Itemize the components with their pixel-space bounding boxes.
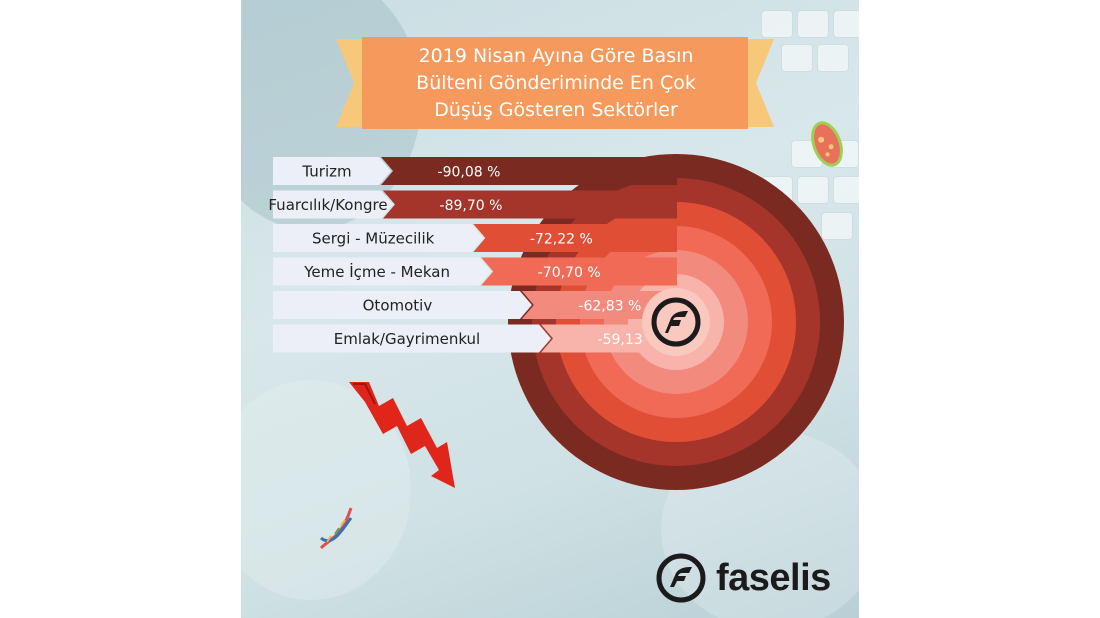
category-label: Fuarcılık/Kongre xyxy=(268,196,387,214)
banner-body xyxy=(362,37,748,129)
value-label: -89,70 % xyxy=(440,198,503,214)
value-label: -90,08 % xyxy=(438,165,501,181)
value-label: -62,83 % xyxy=(578,299,641,315)
category-label: Emlak/Gayrimenkul xyxy=(334,330,480,348)
value-label: -70,70 % xyxy=(538,265,601,281)
faselis-logo-icon xyxy=(656,553,706,603)
bacteria-icon xyxy=(811,121,843,167)
category-label: Turizm xyxy=(301,163,351,181)
title-line: Düşüş Gösteren Sektörler xyxy=(434,98,678,121)
bar xyxy=(541,324,677,353)
bar xyxy=(473,224,677,252)
title-line: Bülteni Gönderiminde En Çok xyxy=(416,71,696,94)
brand-name: faselis xyxy=(716,556,831,599)
bar xyxy=(481,257,677,286)
brand-logo: faselis xyxy=(656,550,841,606)
title-banner xyxy=(336,37,774,129)
category-label: Otomotiv xyxy=(363,297,433,315)
chart-area: Turizm -90,08 % Fuarcılık/Kongre -89,70 % Se… xyxy=(268,121,844,550)
infographic-poster: 2019 Nisan Ayına Göre Basın Bülteni Gönd… xyxy=(241,0,859,618)
category-label-tag xyxy=(273,157,391,185)
category-label-tag xyxy=(273,257,492,286)
bar xyxy=(382,190,677,219)
category-label: Sergi - Müzecilik xyxy=(312,230,435,248)
center-logo-icon xyxy=(642,288,710,356)
category-label-tag xyxy=(273,224,484,252)
bar-group: Turizm -90,08 % Fuarcılık/Kongre -89,70 % Se… xyxy=(268,157,677,353)
value-label: -72,22 % xyxy=(530,232,593,248)
title-line: 2019 Nisan Ayına Göre Basın xyxy=(418,44,694,67)
bar xyxy=(381,157,677,185)
chart-title: 2019 Nisan Ayına Göre Basın Bülteni Gönd… xyxy=(361,38,751,128)
down-arrow-icon xyxy=(349,382,455,488)
category-label: Yeme İçme - Mekan xyxy=(303,262,450,281)
category-label-tag xyxy=(273,324,551,353)
category-label-tag xyxy=(273,291,532,319)
dna-icon xyxy=(319,507,353,550)
bar xyxy=(521,291,677,319)
value-label: -59,13 % xyxy=(598,332,661,348)
category-label-tag xyxy=(273,190,393,219)
